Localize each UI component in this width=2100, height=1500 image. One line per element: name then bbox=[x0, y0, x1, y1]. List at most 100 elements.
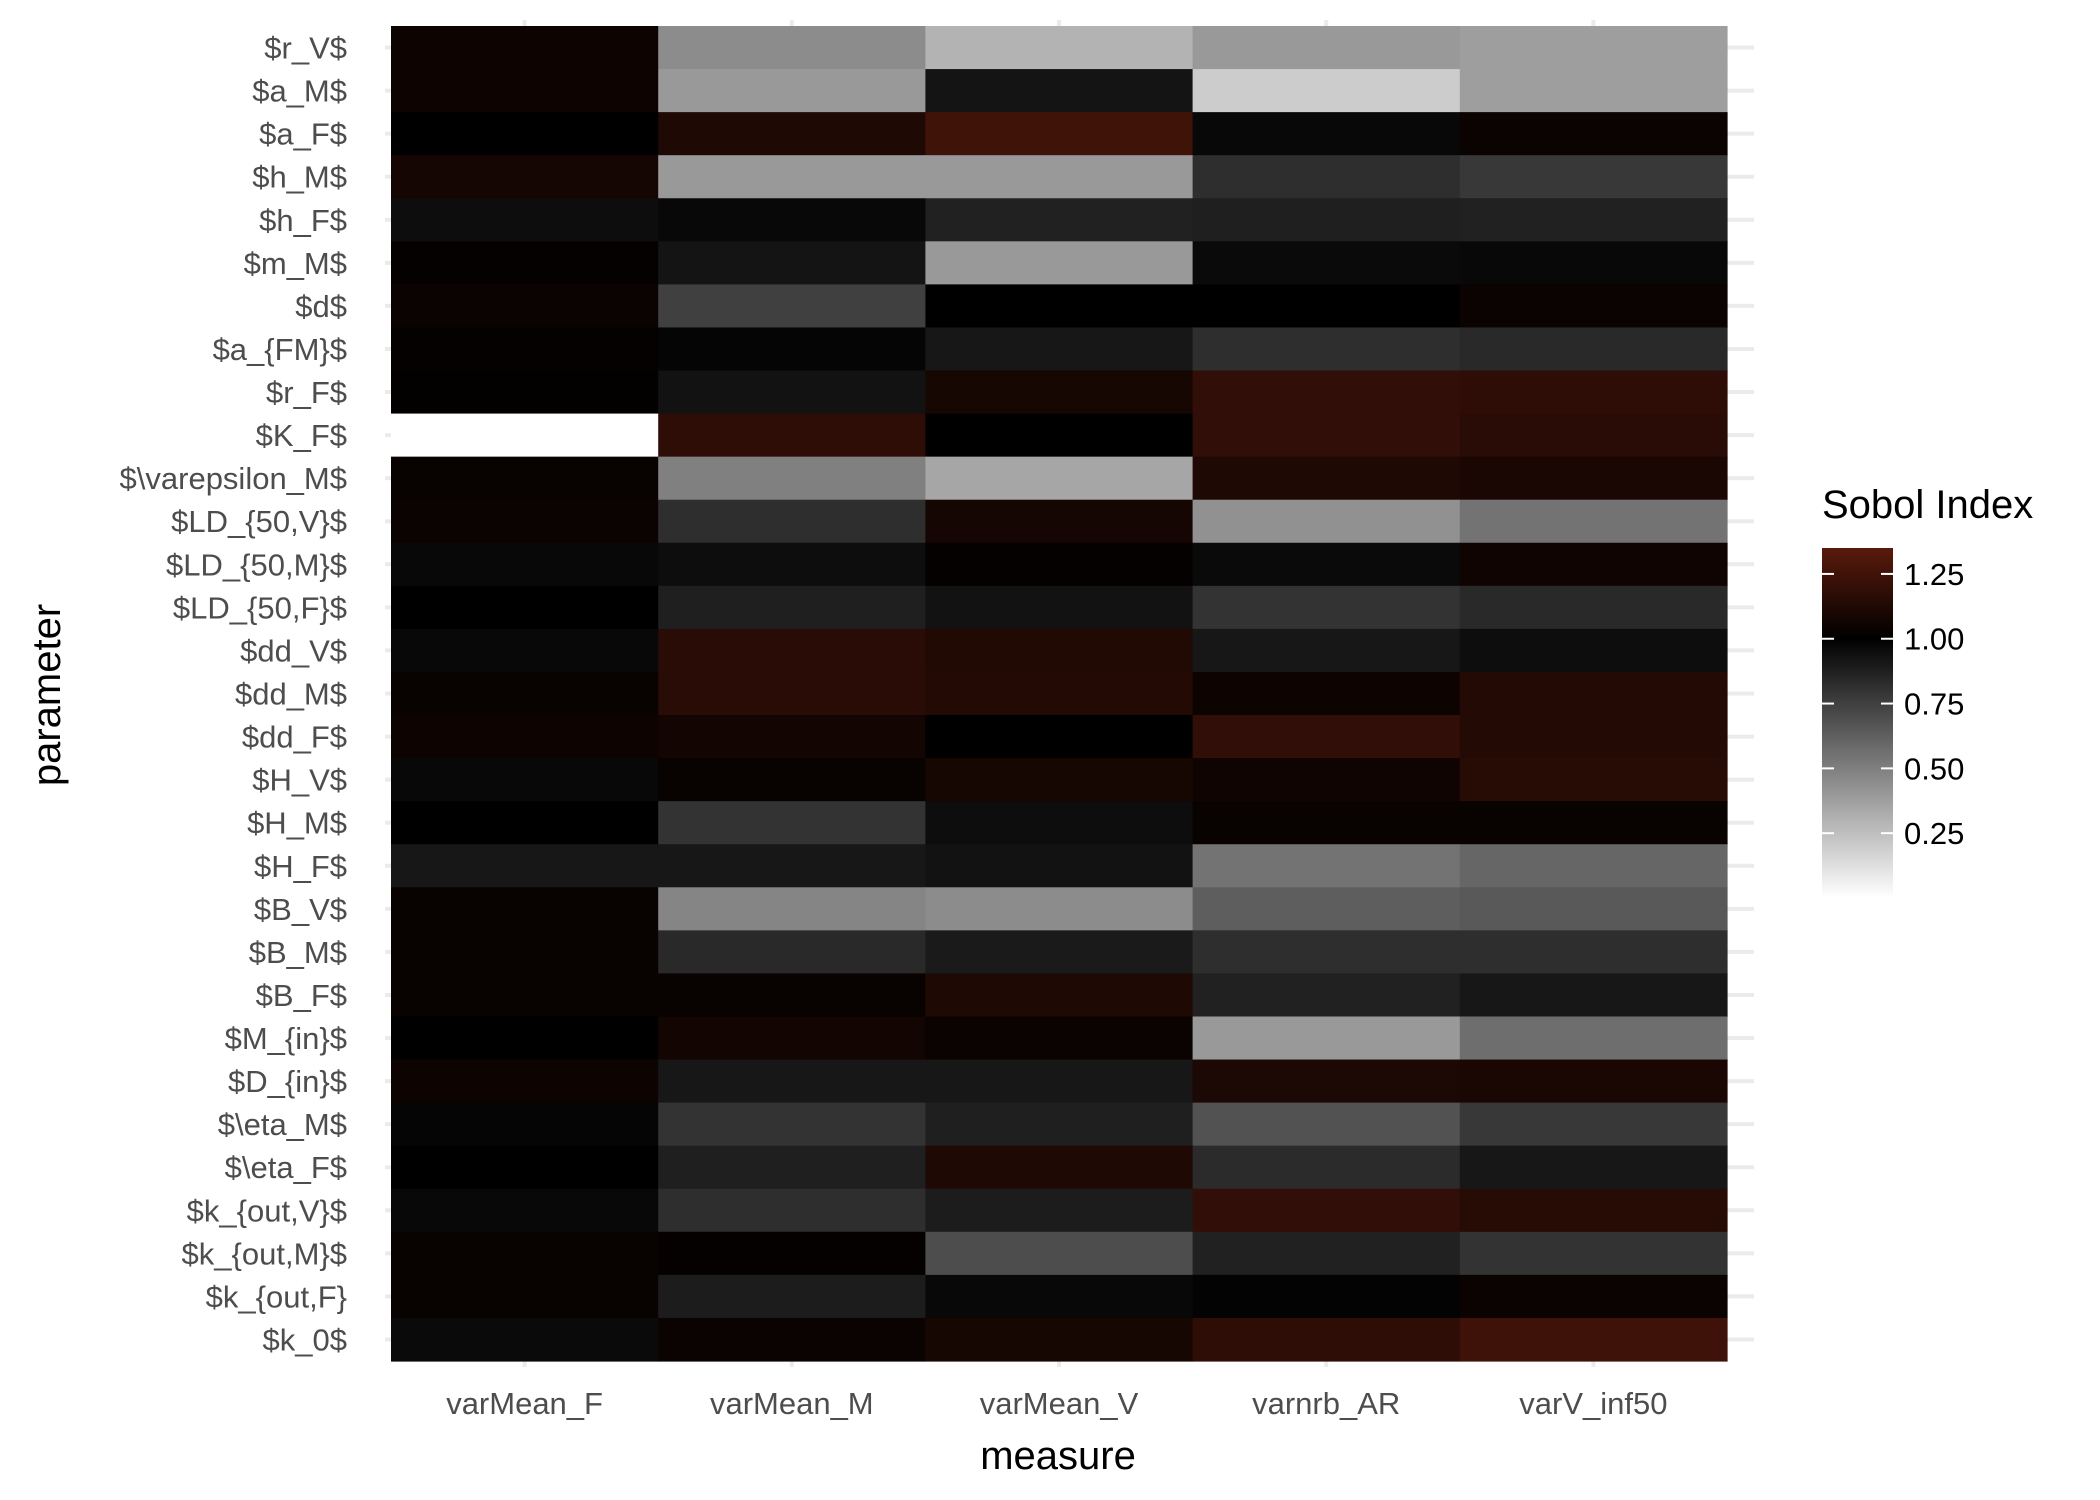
heatmap-cell bbox=[391, 1274, 659, 1319]
heatmap-cell bbox=[925, 198, 1194, 242]
heatmap-cell bbox=[391, 1231, 659, 1276]
heatmap-cell bbox=[1192, 1059, 1461, 1104]
heatmap-cell bbox=[391, 628, 659, 673]
y-tick-label: $k_{out,M}$ bbox=[182, 1236, 347, 1271]
heatmap-cell bbox=[658, 1145, 926, 1190]
y-tick-label: $k_{out,V}$ bbox=[187, 1193, 347, 1228]
heatmap-cell bbox=[1459, 112, 1728, 156]
heatmap-cell bbox=[925, 758, 1194, 802]
y-tick-label: $dd_F$ bbox=[242, 720, 347, 755]
heatmap-cell bbox=[1459, 456, 1728, 501]
heatmap-cell bbox=[1192, 112, 1461, 156]
heatmap-cell bbox=[1192, 499, 1461, 544]
heatmap-cell bbox=[391, 542, 659, 587]
heatmap-cell bbox=[1459, 26, 1728, 70]
heatmap-cell bbox=[1459, 542, 1728, 587]
x-tick-label: varnrb_AR bbox=[1252, 1386, 1400, 1421]
heatmap-cell bbox=[391, 844, 659, 888]
legend-tick-label: 0.25 bbox=[1904, 816, 1964, 851]
heatmap-cell bbox=[925, 1317, 1194, 1362]
heatmap-cell bbox=[1192, 1145, 1461, 1190]
y-axis-tick-labels: $r_V$ $a_M$ $a_F$ $h_M$ $h_F$ $m_M$ $d$ $a_{FM}… bbox=[120, 31, 347, 1358]
heatmap-cell bbox=[658, 542, 926, 587]
heatmap-cell bbox=[391, 715, 659, 759]
heatmap-cell bbox=[391, 585, 659, 630]
heatmap-cell bbox=[391, 69, 659, 113]
heatmap-cell bbox=[1459, 1188, 1728, 1233]
heatmap-cell bbox=[1192, 1188, 1461, 1233]
heatmap-cell bbox=[925, 973, 1194, 1018]
heatmap-cell bbox=[658, 1231, 926, 1276]
heatmap-cell bbox=[1459, 499, 1728, 544]
heatmap-cell bbox=[925, 241, 1194, 285]
heatmap-cell bbox=[1459, 198, 1728, 242]
heatmap-cell bbox=[391, 973, 659, 1018]
heatmap-cell bbox=[391, 26, 659, 70]
legend-colorbar bbox=[1822, 548, 1893, 898]
x-axis-title: measure bbox=[980, 1434, 1136, 1478]
heatmap-cell bbox=[1192, 1274, 1461, 1319]
heatmap-cell bbox=[391, 241, 659, 285]
heatmap-cell bbox=[1192, 671, 1461, 716]
heatmap-cell bbox=[925, 26, 1194, 70]
legend-tick-label: 0.75 bbox=[1904, 687, 1964, 722]
heatmap-cell bbox=[925, 1274, 1194, 1319]
heatmap-cell bbox=[925, 112, 1194, 156]
heatmap-cell bbox=[391, 801, 659, 845]
y-tick-label: $d$ bbox=[295, 289, 347, 324]
heatmap-cell bbox=[658, 1274, 926, 1319]
legend-tick-label: 1.00 bbox=[1904, 622, 1964, 657]
y-tick-label: $k_{out,F} bbox=[206, 1279, 347, 1314]
heatmap-cell bbox=[1192, 758, 1461, 802]
heatmap-cell bbox=[925, 1059, 1194, 1104]
heatmap-cell bbox=[925, 887, 1194, 931]
x-tick-label: varMean_F bbox=[446, 1386, 603, 1421]
heatmap-cell bbox=[658, 671, 926, 716]
heatmap-cell bbox=[925, 327, 1194, 372]
y-tick-label: $\eta_M$ bbox=[218, 1107, 347, 1142]
heatmap-cell bbox=[391, 1317, 659, 1362]
legend-title: Sobol Index bbox=[1822, 483, 2033, 527]
y-tick-label: $a_{FM}$ bbox=[213, 332, 347, 367]
heatmap-cell bbox=[1192, 198, 1461, 242]
y-tick-label: $K_F$ bbox=[256, 418, 347, 453]
heatmap-cell bbox=[1192, 1317, 1461, 1362]
heatmap-cell bbox=[925, 370, 1194, 415]
heatmap-cell bbox=[658, 585, 926, 630]
heatmap-cell bbox=[925, 1188, 1194, 1233]
y-tick-label: $h_F$ bbox=[259, 203, 347, 238]
heatmap-cell bbox=[1192, 155, 1461, 199]
heatmap-cell bbox=[658, 69, 926, 113]
heatmap-cell bbox=[1459, 758, 1728, 802]
heatmap-cell bbox=[1192, 801, 1461, 845]
heatmap-cell bbox=[391, 1102, 659, 1147]
heatmap-cell bbox=[391, 370, 659, 415]
y-tick-label: $\varepsilon_M$ bbox=[120, 461, 347, 496]
heatmap-cell bbox=[658, 155, 926, 199]
heatmap-cell bbox=[1459, 715, 1728, 759]
heatmap-cell bbox=[1459, 844, 1728, 888]
heatmap-cell bbox=[925, 715, 1194, 759]
heatmap-cell bbox=[658, 715, 926, 759]
heatmap-cell bbox=[1459, 413, 1728, 458]
heatmap-cell bbox=[1192, 327, 1461, 372]
heatmap-cell bbox=[1459, 585, 1728, 630]
heatmap-cell bbox=[1192, 413, 1461, 458]
heatmap-cell bbox=[391, 758, 659, 802]
heatmap-cell bbox=[1459, 887, 1728, 931]
heatmap-cell bbox=[391, 1059, 659, 1104]
heatmap-cell bbox=[658, 456, 926, 501]
heatmap-cell bbox=[1192, 930, 1461, 975]
y-tick-label: $r_F$ bbox=[266, 375, 347, 410]
y-tick-label: $a_F$ bbox=[259, 117, 347, 152]
heatmap-cell bbox=[658, 370, 926, 415]
heatmap-cell bbox=[658, 241, 926, 285]
heatmap-cells bbox=[391, 26, 1728, 1362]
heatmap-cell bbox=[925, 930, 1194, 975]
y-tick-label: $LD_{50,F}$ bbox=[173, 590, 347, 625]
heatmap-cell bbox=[1192, 456, 1461, 501]
heatmap-cell bbox=[1459, 327, 1728, 372]
heatmap-cell bbox=[391, 456, 659, 501]
y-tick-label: $dd_V$ bbox=[240, 633, 347, 668]
heatmap-cell bbox=[925, 69, 1194, 113]
